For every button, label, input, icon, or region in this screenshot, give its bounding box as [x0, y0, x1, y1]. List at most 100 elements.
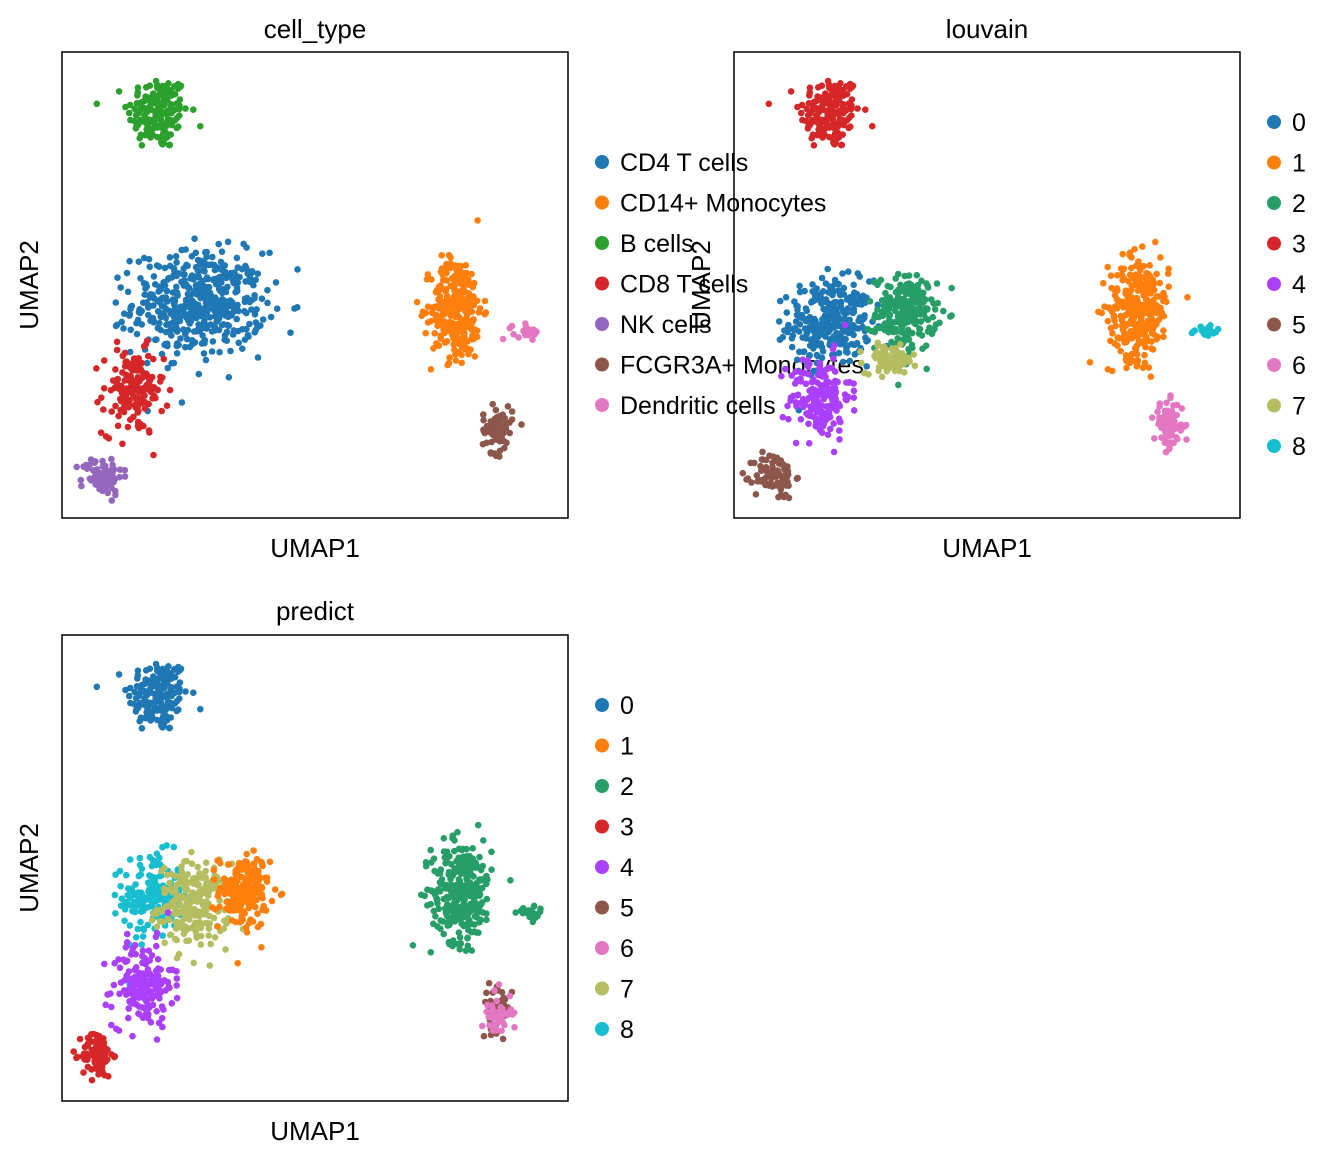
cell-point: [814, 379, 821, 387]
cell-point: [428, 276, 435, 283]
cell-point: [180, 905, 188, 913]
cell-point: [188, 848, 195, 856]
cell-point: [840, 109, 847, 117]
cell-point: [1146, 262, 1153, 269]
cell-point: [142, 93, 149, 100]
cell-point: [527, 907, 535, 914]
cell-point: [809, 327, 817, 334]
cell-point: [1154, 408, 1161, 416]
cell-point: [122, 371, 130, 379]
legend-label: CD14+ Monocytes: [620, 190, 826, 218]
legend-marker: [595, 317, 609, 331]
cell-point: [184, 326, 192, 334]
cell-point: [129, 888, 136, 895]
cell-point: [202, 356, 210, 364]
cell-point: [445, 251, 453, 259]
cell-point: [1168, 439, 1176, 446]
cell-point: [913, 271, 921, 279]
cell-point: [93, 1031, 100, 1039]
cell-point: [427, 366, 435, 373]
cell-point: [268, 897, 276, 905]
cell-point: [132, 111, 140, 119]
cell-point: [469, 855, 477, 862]
cell-point: [509, 1011, 516, 1018]
cell-point: [1126, 304, 1134, 311]
cell-point: [1119, 250, 1126, 258]
cell-point: [857, 348, 864, 355]
cell-point: [464, 923, 471, 930]
cell-point: [831, 280, 839, 288]
cell-point: [117, 979, 125, 986]
cell-point: [164, 679, 171, 687]
cell-point: [1128, 350, 1136, 358]
cell-point: [1170, 402, 1177, 409]
cell-point: [163, 402, 171, 410]
cell-point: [1143, 289, 1150, 297]
umap-panel-cell-type: cell_type UMAP1 UMAP2 CD4 T cells CD14+ M…: [14, 14, 864, 563]
cell-point: [225, 861, 233, 868]
cell-point: [218, 321, 226, 329]
cell-point: [138, 725, 146, 732]
cell-point: [461, 289, 469, 296]
cell-point: [176, 317, 184, 325]
legend-marker: [1267, 317, 1281, 332]
cell-point: [254, 923, 262, 931]
cell-point: [515, 334, 522, 341]
cell-point: [164, 320, 172, 328]
cell-point: [1111, 304, 1118, 311]
cell-point: [839, 270, 846, 277]
cell-point: [153, 929, 161, 937]
cell-point: [138, 892, 146, 900]
cell-point: [163, 716, 171, 724]
cell-point: [248, 306, 255, 313]
cell-point: [844, 342, 851, 349]
cell-point: [916, 303, 923, 311]
cell-point: [137, 275, 144, 282]
cell-point: [93, 365, 100, 372]
cell-point: [120, 325, 127, 332]
cell-point: [483, 895, 491, 903]
cell-point: [102, 1001, 109, 1009]
cell-point: [207, 940, 214, 948]
cell-point: [510, 331, 517, 338]
cell-point: [250, 847, 257, 854]
cell-point: [459, 866, 466, 873]
cell-point: [131, 700, 138, 708]
cell-point: [466, 279, 473, 287]
legend-label: 7: [1292, 393, 1306, 421]
cell-point: [117, 406, 124, 414]
cell-point: [95, 1071, 102, 1078]
cell-point: [1123, 364, 1130, 372]
cell-point: [511, 1024, 518, 1031]
cell-point: [209, 904, 216, 911]
cell-point: [828, 395, 836, 403]
cell-point: [829, 308, 837, 316]
cell-point: [808, 378, 816, 386]
cell-point: [765, 480, 773, 488]
cell-point: [782, 294, 790, 301]
cell-point: [151, 982, 159, 989]
legend-marker: [595, 357, 609, 372]
cell-point: [173, 954, 181, 962]
cell-point: [252, 326, 260, 334]
cell-point: [799, 334, 806, 341]
cell-point: [1135, 258, 1142, 265]
cell-point: [166, 916, 173, 924]
cell-point: [845, 329, 852, 337]
cell-point: [1137, 266, 1144, 274]
cell-point: [853, 339, 861, 347]
cell-point: [158, 906, 166, 914]
cell-point: [825, 81, 833, 89]
cell-point: [277, 891, 285, 899]
cell-point: [1126, 271, 1134, 279]
cell-point: [836, 96, 843, 104]
cell-point: [92, 1037, 100, 1045]
legend-label: NK cells: [620, 311, 712, 339]
cell-point: [246, 320, 253, 328]
cell-point: [167, 931, 175, 938]
cell-point: [166, 141, 174, 149]
cell-point: [143, 299, 150, 306]
cell-point: [437, 917, 445, 924]
cell-point: [434, 322, 441, 330]
cell-point: [235, 872, 242, 880]
